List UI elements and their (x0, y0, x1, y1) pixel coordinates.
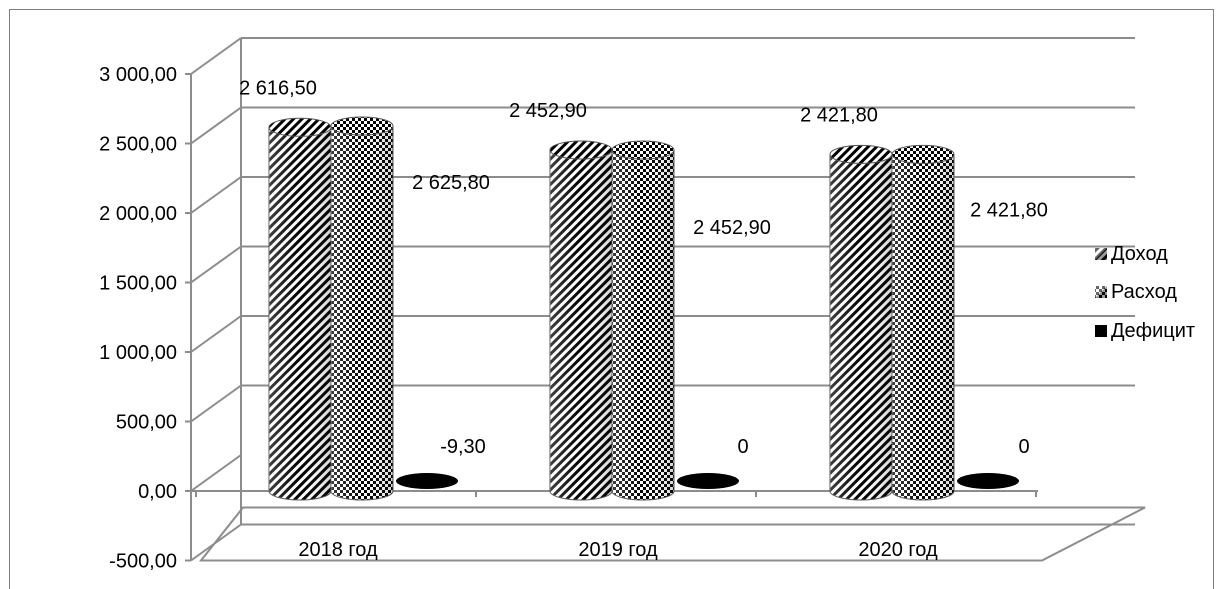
legend-swatch-pattern (1095, 286, 1107, 298)
bar-Расход-2018 год (330, 116, 394, 501)
bar-shade (892, 154, 954, 500)
y-tick-label: 500,00 (116, 412, 177, 434)
axis-layer: -500,00 0,00 500,00 1 000,00 1 500,00 2 000,0… (99, 64, 1038, 573)
gridline-diagonal (190, 176, 242, 214)
bar-top (330, 116, 394, 136)
labels-layer: 2 616,50 2 452,90 2 421,80 2 625,80 2 452,90… (239, 77, 1048, 561)
gridline-diagonal (190, 37, 242, 75)
bar-Доход-2018 год (268, 117, 332, 501)
x-tick-label: 2020 год (858, 539, 938, 561)
gridline-diagonal (190, 315, 242, 353)
bar-top (611, 140, 675, 160)
bar-Доход-2019 год (549, 140, 613, 501)
bar-top (549, 140, 613, 160)
gridline-diagonal (190, 245, 242, 284)
legend-label: Доход (1111, 243, 1168, 265)
gridline-diagonal (190, 384, 242, 423)
bar-Дефицит-2020 год (957, 473, 1019, 489)
floor-plane (198, 506, 1146, 562)
y-tick-label: 2 000,00 (99, 203, 177, 225)
data-label: 2 421,80 (800, 104, 878, 126)
data-label: 2 625,80 (412, 172, 490, 194)
gridline-diagonal (190, 454, 242, 492)
bar-shade (269, 127, 331, 500)
bar-Расход-2020 год (891, 144, 955, 501)
x-tick-label: 2018 год (298, 539, 378, 561)
data-label: 0 (1018, 436, 1029, 458)
bar-Расход-2019 год (611, 140, 675, 501)
bar-top (891, 144, 955, 164)
bar-Дефицит-2019 год (677, 473, 739, 489)
y-tick-label: -500,00 (109, 551, 177, 573)
bar-shade (612, 150, 674, 500)
legend-swatch-pattern (1095, 248, 1107, 260)
chart-svg: -500,00 0,00 500,00 1 000,00 1 500,00 2 000,0… (99, 37, 1195, 573)
gridline-diagonal (190, 106, 242, 145)
bar-shade (830, 154, 892, 500)
x-tick-label: 2019 год (578, 539, 658, 561)
y-tick-label: 1 500,00 (99, 273, 177, 295)
bar-shade (331, 126, 393, 501)
legend-item-Доход: Доход (1095, 243, 1168, 265)
legend-item-Расход: Расход (1095, 281, 1177, 303)
y-tick-label: 1 000,00 (99, 342, 177, 364)
bar-shade (550, 150, 612, 500)
legend-layer: Доход Расход Дефицит (1095, 243, 1195, 342)
chart-frame: -500,00 0,00 500,00 1 000,00 1 500,00 2 000,0… (9, 9, 1214, 589)
bar-top (829, 144, 893, 164)
bar-top (268, 117, 332, 137)
data-label: -9,30 (440, 436, 486, 458)
data-label: 2 421,80 (970, 199, 1048, 221)
legend-swatch (1095, 325, 1107, 337)
data-label: 2 452,90 (693, 217, 771, 239)
legend-item-Дефицит: Дефицит (1095, 320, 1195, 342)
data-label: 2 452,90 (509, 100, 587, 122)
data-label: 2 616,50 (239, 77, 317, 99)
y-tick-label: 0,00 (138, 481, 177, 503)
bar-Дефицит-2018 год (396, 473, 458, 489)
y-tick-label: 2 500,00 (99, 134, 177, 156)
bar-Доход-2020 год (829, 144, 893, 501)
bars-layer (268, 116, 1019, 501)
legend-label: Расход (1111, 281, 1177, 303)
y-tick-label: 3 000,00 (99, 64, 177, 86)
legend-label: Дефицит (1111, 320, 1195, 342)
data-label: 0 (737, 436, 748, 458)
